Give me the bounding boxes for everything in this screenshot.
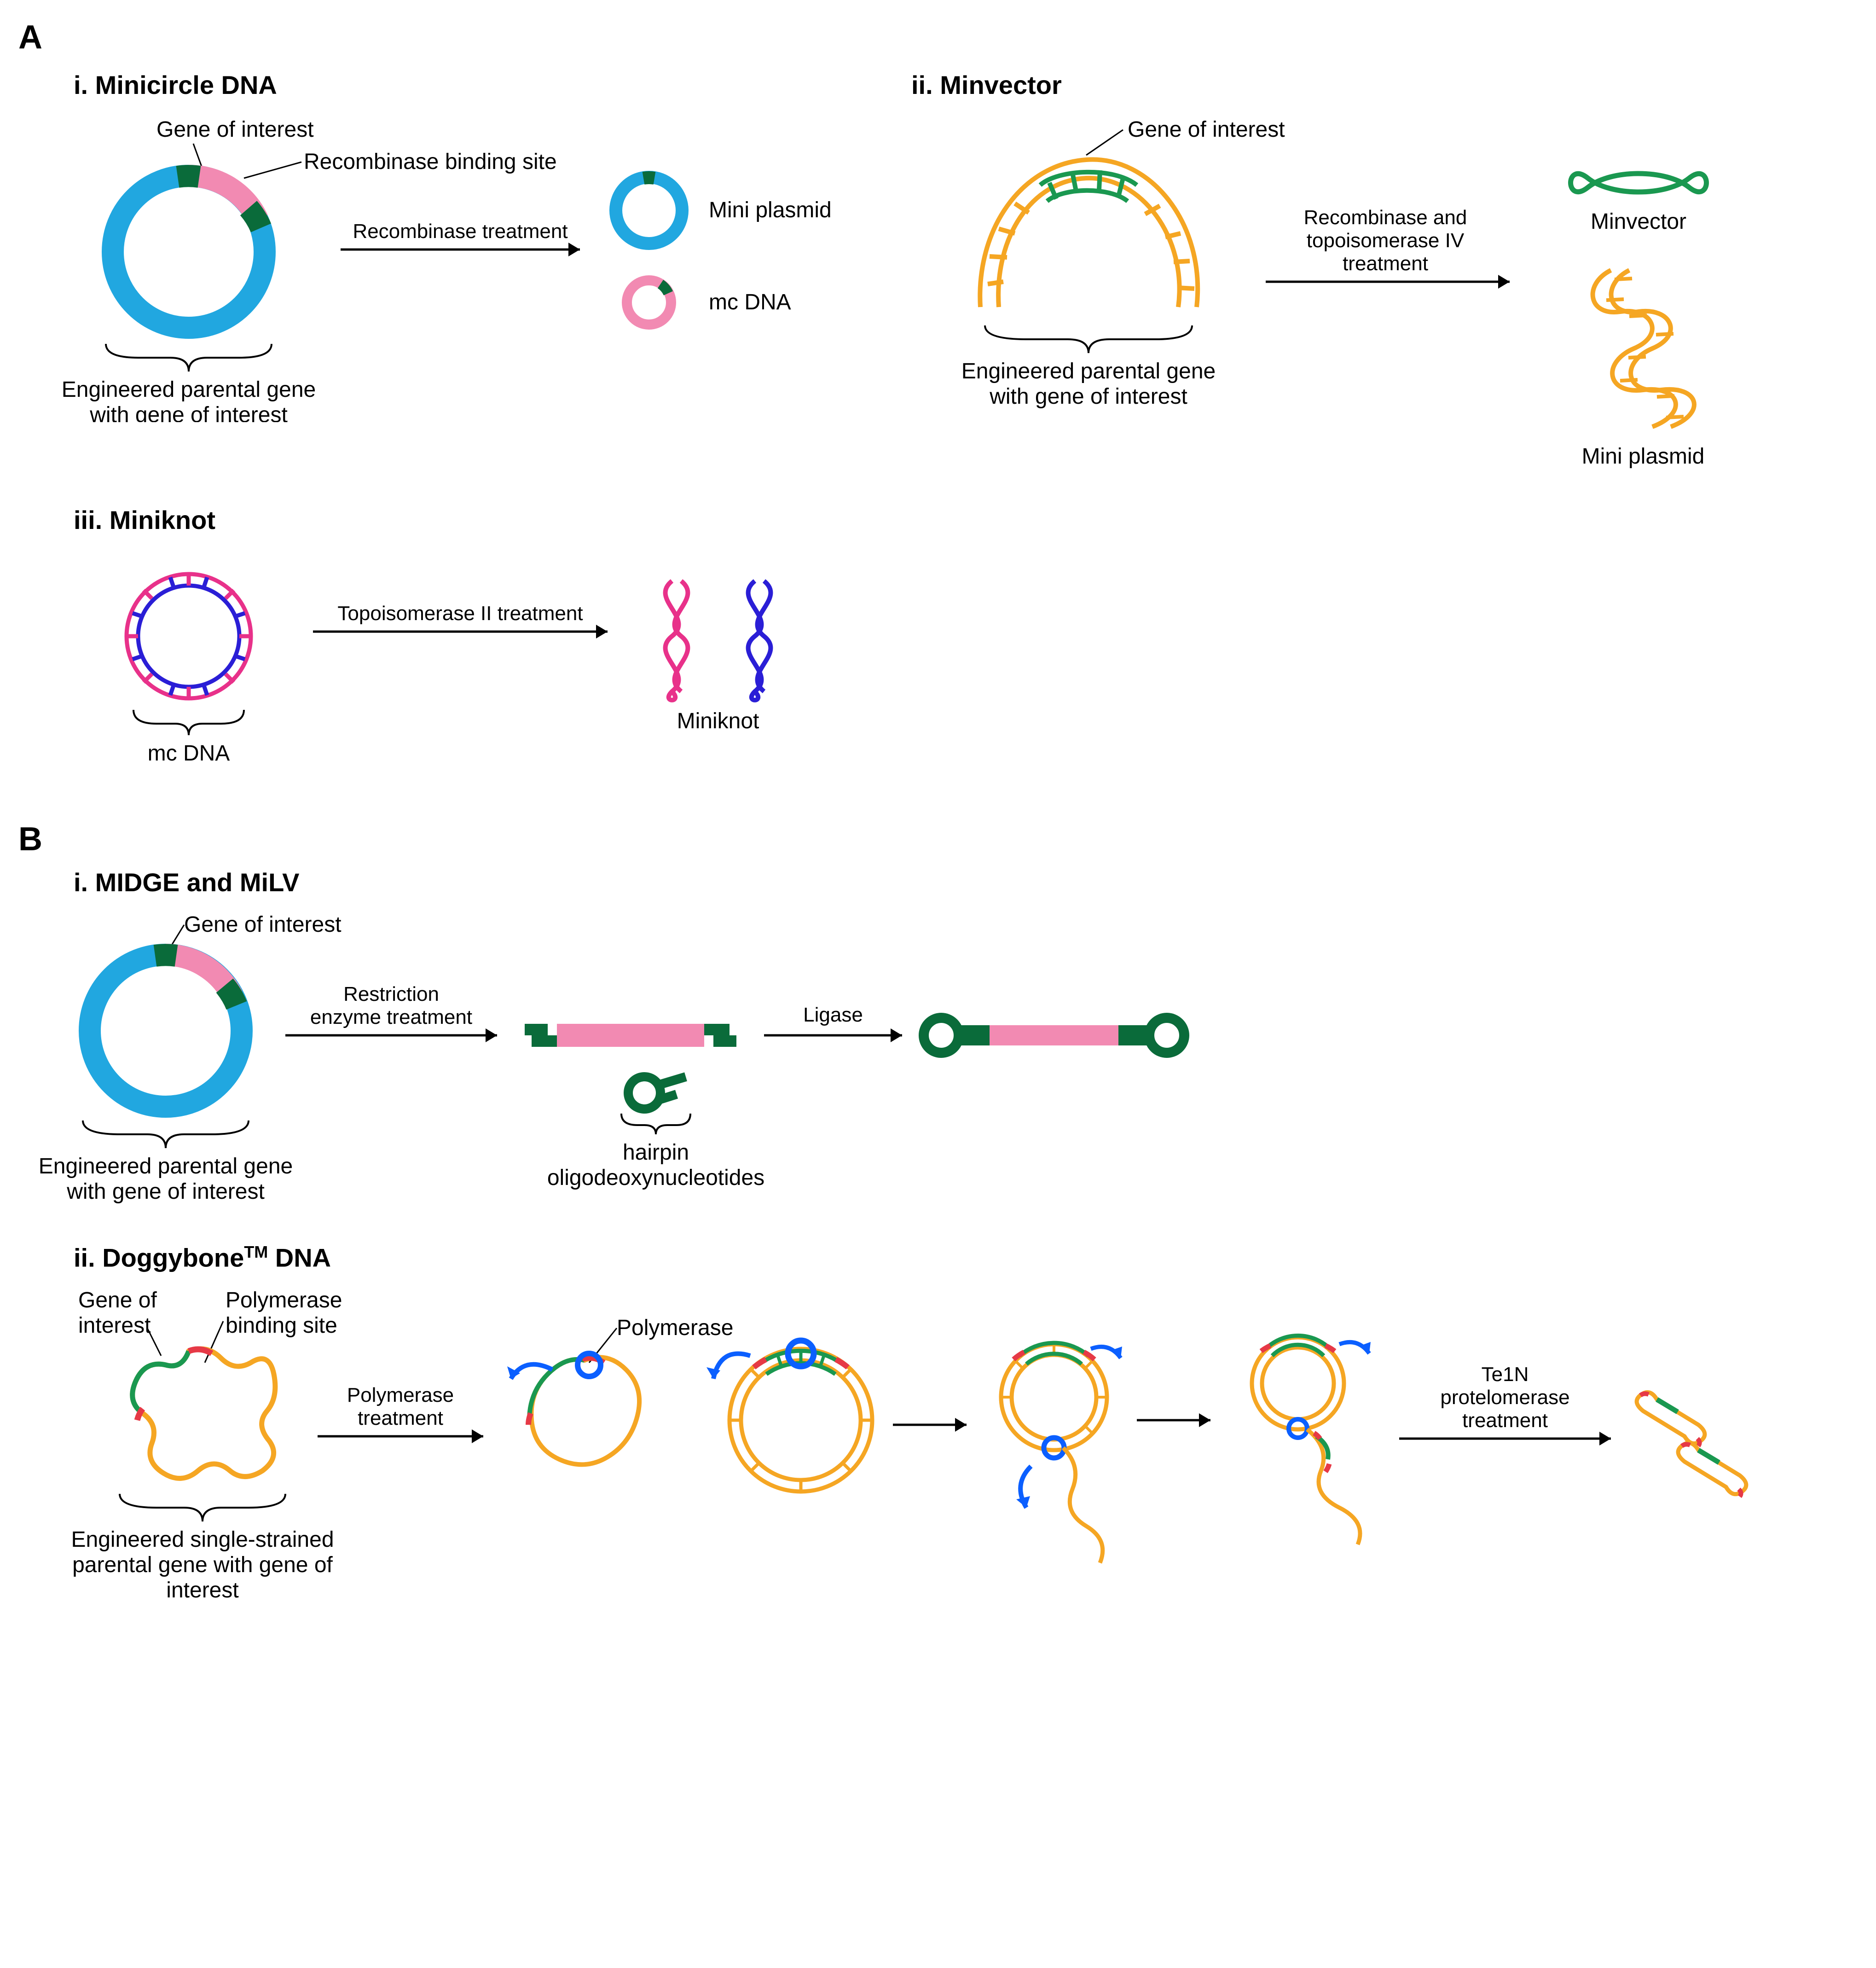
mcdna-label: mc DNA <box>709 290 791 314</box>
minvector-parent-helix <box>980 160 1198 307</box>
midge-parent-1: Engineered parental gene <box>39 1154 293 1178</box>
leader-line <box>244 162 301 178</box>
brace-icon <box>985 325 1192 353</box>
db-parent-1: Engineered single-strained <box>71 1527 334 1552</box>
brace-icon <box>133 710 244 735</box>
miniknot-label: Miniknot <box>677 709 759 733</box>
arrowhead-icon <box>891 1028 902 1042</box>
arrowhead-icon <box>568 243 580 256</box>
minicircle-parent-label-1: Engineered parental gene <box>62 377 316 402</box>
miniknot-magenta <box>666 581 688 700</box>
midge-site-right <box>225 986 237 1005</box>
db-polymerase-label: Polymerase <box>617 1316 733 1340</box>
mini-plasmid-ring <box>616 177 682 244</box>
miniplasmid-label: Mini plasmid <box>1582 444 1705 468</box>
db-stage3 <box>706 1341 872 1492</box>
minvector-goi-label: Gene of interest <box>1128 117 1285 142</box>
midge-parent-2: with gene of interest <box>66 1179 265 1204</box>
brace-icon <box>120 1494 285 1521</box>
arrowhead-icon <box>1199 1413 1210 1427</box>
section-b-label: B <box>18 820 1858 858</box>
midge-diagram: Gene of interest Engineered parental gen… <box>18 906 1215 1206</box>
rbs-arc-left <box>178 176 199 177</box>
midge-title: i. MIDGE and MiLV <box>74 867 1215 897</box>
midge-product <box>924 1018 1184 1053</box>
midge-hairpin-1: hairpin <box>623 1140 689 1165</box>
db-parent-2: parental gene with gene of <box>72 1553 333 1577</box>
mcdna-site <box>660 284 668 293</box>
minvector-treat-2: topoisomerase IV <box>1307 229 1465 252</box>
midge-treat-2: enzyme treatment <box>310 1006 472 1028</box>
minicircle-parent-label-2: with gene of interest <box>89 403 288 422</box>
leader-line <box>1086 130 1123 155</box>
minvector-label: Minvector <box>1591 209 1686 234</box>
miniknot-mcdna-label: mc DNA <box>148 741 230 766</box>
db-stage2 <box>507 1353 639 1464</box>
rbs-arc-right <box>249 208 261 228</box>
db-parent-3: interest <box>166 1578 238 1602</box>
midge-hairpin-2: oligodeoxynucleotides <box>547 1166 764 1190</box>
hairpin-icon <box>628 1077 686 1109</box>
minicircle-rbs-label: Recombinase binding site <box>304 150 557 174</box>
db-te1n-2: protelomerase <box>1440 1386 1569 1409</box>
db-product-1 <box>1637 1392 1705 1446</box>
panel-midge: i. MIDGE and MiLV Gene of interest Engin… <box>18 867 1215 1206</box>
arrowhead-icon <box>486 1028 497 1042</box>
panel-doggybone: ii. DoggyboneTM DNA Gene of interest Pol… <box>18 1242 1813 1650</box>
minicircle-title: i. Minicircle DNA <box>74 70 893 100</box>
db-pbs-2: binding site <box>226 1313 337 1338</box>
minicircle-diagram: Gene of interest Recombinase binding sit… <box>18 109 893 422</box>
db-te1n-3: treatment <box>1462 1409 1548 1432</box>
panel-minvector: ii. Minvector Gene of interest <box>911 70 1832 468</box>
doggybone-title: ii. DoggyboneTM DNA <box>74 1242 1813 1273</box>
midge-ligase-label: Ligase <box>803 1004 863 1026</box>
db-parent-ssdna <box>133 1349 275 1478</box>
db-goi-2: interest <box>78 1313 151 1338</box>
panel-minicircle: i. Minicircle DNA Gene of interest Recom… <box>18 70 893 422</box>
minvector-treat-3: treatment <box>1343 252 1428 275</box>
leader-line <box>147 1328 161 1356</box>
db-treat-2: treatment <box>358 1407 443 1429</box>
minvector-title: ii. Minvector <box>911 70 1832 100</box>
mini-plasmid-label: Mini plasmid <box>709 198 832 222</box>
arrowhead-icon <box>1599 1432 1611 1446</box>
midge-treat-1: Restriction <box>343 983 439 1005</box>
section-a-label: A <box>18 18 1858 56</box>
minicircle-treatment-label: Recombinase treatment <box>353 220 567 243</box>
minvector-diagram: Gene of interest <box>911 109 1832 468</box>
minicircle-goi-label: Gene of interest <box>156 117 314 142</box>
db-pbs-1: Polymerase <box>226 1288 342 1312</box>
miniknot-diagram: mc DNA Topoisomerase II treatment Minikn… <box>18 544 893 774</box>
db-te1n-1: Te1N <box>1482 1363 1529 1386</box>
miniplasmid-coil <box>1593 270 1694 427</box>
section-a: A i. Minicircle DNA Gene of interest Rec… <box>18 18 1858 774</box>
db-treat-1: Polymerase <box>347 1384 454 1406</box>
brace-icon <box>621 1114 690 1134</box>
mcdna-circle <box>127 574 251 698</box>
panel-miniknot: iii. Miniknot <box>18 505 893 774</box>
section-b: B i. MIDGE and MiLV Gene of interest Eng… <box>18 820 1858 1650</box>
db-stage5 <box>1252 1335 1371 1544</box>
arrowhead-icon <box>472 1429 483 1443</box>
midge-goi-label: Gene of interest <box>184 912 342 937</box>
miniknot-treatment: Topoisomerase II treatment <box>337 602 583 625</box>
midge-site-left <box>155 955 176 956</box>
db-stage4 <box>1001 1343 1122 1563</box>
brace-icon <box>106 344 272 372</box>
minvector-parent-1: Engineered parental gene <box>961 359 1216 383</box>
arrowhead-icon <box>955 1418 967 1432</box>
brace-icon <box>83 1120 249 1148</box>
linear-fragment <box>525 1024 736 1047</box>
db-goi-1: Gene of <box>78 1288 157 1312</box>
minvector-treat-1: Recombinase and <box>1304 206 1467 229</box>
db-product-2 <box>1678 1443 1746 1497</box>
minvector-parent-2: with gene of interest <box>989 384 1187 409</box>
miniknot-indigo <box>748 581 771 700</box>
arrowhead-icon <box>596 625 608 639</box>
minvector-infinity-icon <box>1571 174 1707 192</box>
arrowhead-icon <box>1498 275 1510 289</box>
doggybone-diagram: Gene of interest Polymerase binding site… <box>18 1282 1813 1650</box>
miniknot-title: iii. Miniknot <box>74 505 893 535</box>
